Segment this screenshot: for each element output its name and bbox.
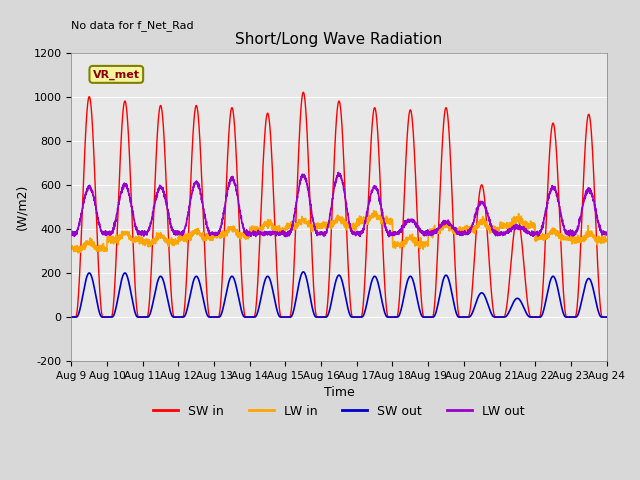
- LW in: [593, 236, 600, 241]
- SW out: [296, 277, 303, 283]
- SW out: [593, 300, 600, 306]
- SW out: [300, 269, 307, 275]
- LW in: [161, 234, 168, 240]
- LW out: [385, 234, 393, 240]
- LW in: [129, 238, 136, 243]
- LW out: [161, 191, 168, 196]
- LW out: [593, 211, 600, 216]
- LW in: [296, 219, 304, 225]
- Y-axis label: (W/m2): (W/m2): [15, 184, 28, 230]
- SW out: [68, 314, 76, 320]
- LW out: [296, 178, 303, 184]
- Line: SW in: SW in: [72, 92, 607, 317]
- SW out: [603, 314, 611, 320]
- SW in: [296, 124, 303, 130]
- SW in: [603, 314, 611, 320]
- SW in: [300, 89, 307, 95]
- LW in: [68, 245, 76, 251]
- Line: LW out: LW out: [72, 172, 607, 237]
- SW in: [68, 314, 76, 320]
- SW in: [593, 229, 600, 235]
- Text: No data for f_Net_Rad: No data for f_Net_Rad: [72, 20, 194, 31]
- LW out: [334, 169, 342, 175]
- SW out: [273, 306, 280, 312]
- Line: LW in: LW in: [72, 211, 607, 253]
- LW out: [129, 209, 136, 215]
- LW in: [74, 250, 82, 256]
- LW out: [273, 230, 280, 236]
- LW in: [603, 237, 611, 243]
- SW in: [535, 314, 543, 320]
- SW in: [161, 137, 168, 143]
- LW out: [68, 232, 76, 238]
- SW in: [129, 225, 136, 230]
- LW out: [603, 232, 611, 238]
- X-axis label: Time: Time: [324, 386, 355, 399]
- LW in: [273, 230, 280, 236]
- LW in: [535, 231, 543, 237]
- LW in: [370, 208, 378, 214]
- Legend: SW in, LW in, SW out, LW out: SW in, LW in, SW out, LW out: [148, 400, 530, 423]
- Line: SW out: SW out: [72, 272, 607, 317]
- LW out: [535, 230, 543, 236]
- SW out: [129, 298, 136, 304]
- SW out: [535, 314, 543, 320]
- SW in: [273, 262, 280, 268]
- Text: VR_met: VR_met: [93, 69, 140, 80]
- Title: Short/Long Wave Radiation: Short/Long Wave Radiation: [236, 32, 443, 47]
- SW out: [161, 281, 168, 287]
